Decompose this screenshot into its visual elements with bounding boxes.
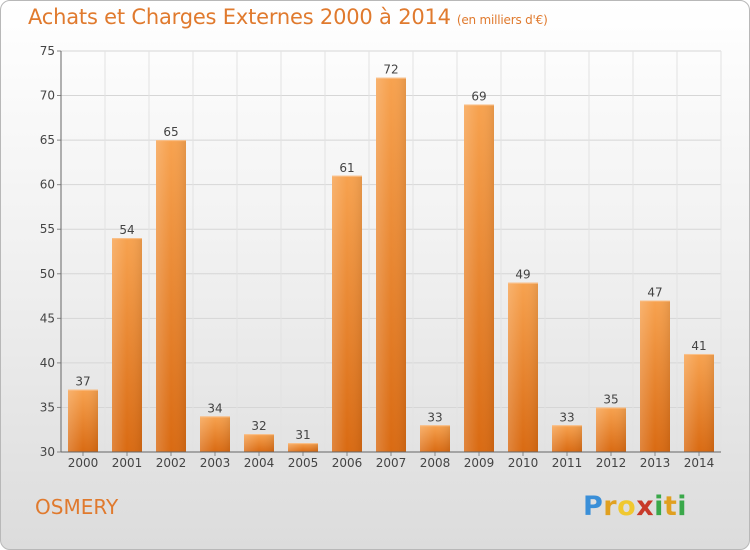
- data-label: 32: [251, 419, 266, 433]
- y-tick-label: 30: [40, 445, 55, 459]
- y-tick-label: 60: [40, 178, 55, 192]
- y-tick-label: 65: [40, 133, 55, 147]
- x-tick-label: 2004: [244, 456, 275, 470]
- bar-shade: [332, 175, 362, 452]
- y-tick-label: 70: [40, 89, 55, 103]
- y-tick-label: 35: [40, 400, 55, 414]
- bar-shade: [420, 425, 450, 452]
- x-tick-label: 2002: [156, 456, 187, 470]
- y-tick-label: 45: [40, 311, 55, 325]
- bar-shade: [156, 140, 186, 452]
- data-label: 47: [647, 286, 662, 300]
- chart-title-text: Achats et Charges Externes 2000 à 2014: [28, 5, 451, 29]
- data-label: 35: [603, 392, 618, 406]
- x-tick-label: 2003: [200, 456, 231, 470]
- x-tick-label: 2010: [508, 456, 539, 470]
- bar-shade: [112, 238, 142, 452]
- data-label: 65: [163, 125, 178, 139]
- data-label: 37: [75, 375, 90, 389]
- x-tick-label: 2012: [596, 456, 627, 470]
- x-tick-label: 2000: [68, 456, 99, 470]
- logo-letter: i: [654, 491, 664, 522]
- x-tick-label: 2014: [684, 456, 715, 470]
- logo-letter: P: [583, 491, 604, 522]
- y-tick-label: 55: [40, 222, 55, 236]
- logo-letter: i: [677, 491, 688, 522]
- y-tick-label: 75: [40, 44, 55, 58]
- x-tick-label: 2007: [376, 456, 407, 470]
- logo-letter: x: [636, 491, 655, 522]
- x-tick-label: 2001: [112, 456, 143, 470]
- chart-unit: (en milliers d'€): [456, 13, 548, 27]
- x-tick-label: 2009: [464, 456, 495, 470]
- data-label: 54: [119, 223, 134, 237]
- x-tick-label: 2013: [640, 456, 671, 470]
- data-label: 33: [427, 410, 442, 424]
- bar-shade: [200, 416, 230, 452]
- logo-letter: r: [603, 491, 618, 522]
- x-tick-label: 2008: [420, 456, 451, 470]
- logo-letter: o: [617, 491, 637, 522]
- y-tick-label: 50: [40, 267, 55, 281]
- chart-title: Achats et Charges Externes 2000 à 2014 (e…: [28, 5, 548, 29]
- data-label: 34: [207, 401, 222, 415]
- y-tick-label: 40: [40, 356, 55, 370]
- proxiti-logo: Proxiti: [583, 491, 687, 522]
- bars: 37 54 65 34 32 31 61 72 33 69 49 33 35 47 41: [68, 63, 714, 452]
- bar-shade: [464, 104, 494, 452]
- x-tick-label: 2006: [332, 456, 363, 470]
- data-label: 33: [559, 410, 574, 424]
- data-label: 41: [691, 339, 706, 353]
- bar-shade: [244, 434, 274, 452]
- data-label: 69: [471, 89, 486, 103]
- data-label: 72: [383, 63, 398, 77]
- axes: 30 35 40 45 50 55 60 65 70 75 2000 2001 2002 2003 2004…: [40, 44, 721, 470]
- bar-shade: [684, 353, 714, 452]
- bar-shade: [640, 300, 670, 452]
- bar-shade: [552, 425, 582, 452]
- logo-letter: t: [663, 491, 678, 522]
- bar-shade: [376, 77, 406, 452]
- data-label: 49: [515, 268, 530, 282]
- bar-shade: [508, 282, 538, 452]
- bar-shade: [68, 389, 98, 452]
- bar-shade: [288, 443, 318, 452]
- data-label: 31: [295, 428, 310, 442]
- x-tick-label: 2011: [552, 456, 583, 470]
- bar-shade: [596, 407, 626, 452]
- data-label: 61: [339, 161, 354, 175]
- commune-name: OSMERY: [35, 495, 119, 519]
- x-tick-label: 2005: [288, 456, 319, 470]
